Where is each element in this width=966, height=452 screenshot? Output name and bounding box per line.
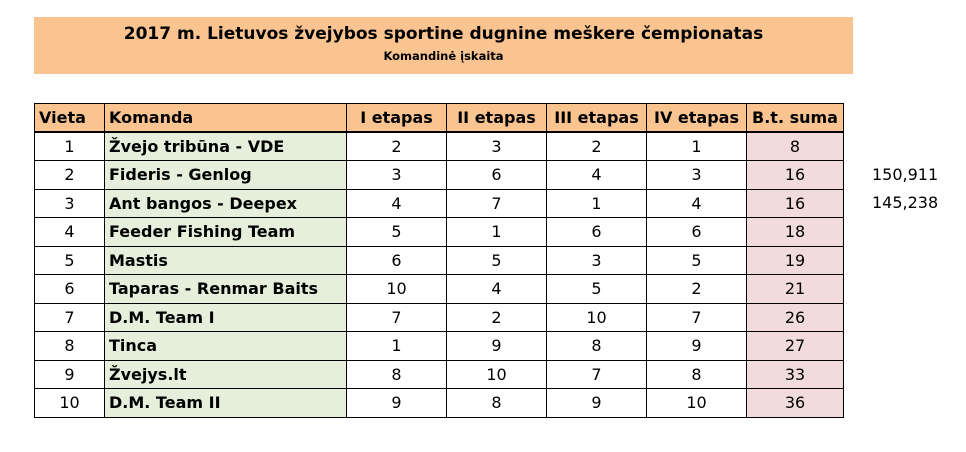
column-header-stage-4: IV etapas [646, 103, 747, 133]
results-table: Vieta Komanda I etapas II etapas III eta… [34, 103, 844, 418]
stage-4-cell: 8 [646, 359, 747, 389]
stage-4-cell: 5 [646, 245, 747, 275]
team-cell: D.M. Team II [104, 388, 347, 418]
page-subtitle: Komandinė įskaita [383, 49, 504, 63]
team-cell: Taparas - Renmar Baits [104, 274, 347, 304]
place-cell: 4 [34, 217, 105, 247]
stage-3-cell: 2 [546, 131, 647, 161]
stage-4-cell: 3 [646, 160, 747, 190]
table-row: 7 D.M. Team I 7 2 10 7 26 [34, 302, 844, 332]
team-cell: Ant bangos - Deepex [104, 188, 347, 218]
stage-2-cell: 6 [446, 160, 547, 190]
stage-4-cell: 10 [646, 388, 747, 418]
team-cell: Žvejo tribūna - VDE [104, 131, 347, 161]
team-cell: D.M. Team I [104, 302, 347, 332]
place-cell: 6 [34, 274, 105, 304]
sum-cell: 27 [746, 331, 844, 361]
stage-3-cell: 1 [546, 188, 647, 218]
stage-4-cell: 1 [646, 131, 747, 161]
sum-cell: 8 [746, 131, 844, 161]
sum-cell: 16 [746, 160, 844, 190]
sum-cell: 21 [746, 274, 844, 304]
column-header-stage-1: I etapas [346, 103, 447, 133]
sum-cell: 18 [746, 217, 844, 247]
place-cell: 9 [34, 359, 105, 389]
place-cell: 1 [34, 131, 105, 161]
page-title: 2017 m. Lietuvos žvejybos sportine dugni… [123, 24, 764, 44]
stage-1-cell: 3 [346, 160, 447, 190]
stage-2-cell: 9 [446, 331, 547, 361]
tiebreak-note-row-2: 150,911 [872, 165, 939, 184]
title-banner: 2017 m. Lietuvos žvejybos sportine dugni… [34, 17, 853, 74]
stage-3-cell: 5 [546, 274, 647, 304]
stage-3-cell: 4 [546, 160, 647, 190]
tiebreak-note-row-3: 145,238 [872, 193, 939, 212]
sum-cell: 16 [746, 188, 844, 218]
stage-3-cell: 9 [546, 388, 647, 418]
stage-1-cell: 7 [346, 302, 447, 332]
table-row: 1 Žvejo tribūna - VDE 2 3 2 1 8 [34, 131, 844, 161]
place-cell: 7 [34, 302, 105, 332]
sum-cell: 26 [746, 302, 844, 332]
stage-3-cell: 8 [546, 331, 647, 361]
place-cell: 2 [34, 160, 105, 190]
team-cell: Tinca [104, 331, 347, 361]
sum-cell: 19 [746, 245, 844, 275]
table-row: 9 Žvejys.lt 8 10 7 8 33 [34, 359, 844, 389]
team-cell: Mastis [104, 245, 347, 275]
stage-2-cell: 2 [446, 302, 547, 332]
place-cell: 5 [34, 245, 105, 275]
stage-4-cell: 2 [646, 274, 747, 304]
stage-2-cell: 5 [446, 245, 547, 275]
column-header-stage-2: II etapas [446, 103, 547, 133]
team-cell: Fideris - Genlog [104, 160, 347, 190]
stage-2-cell: 7 [446, 188, 547, 218]
stage-2-cell: 3 [446, 131, 547, 161]
column-header-stage-3: III etapas [546, 103, 647, 133]
team-cell: Žvejys.lt [104, 359, 347, 389]
sum-cell: 36 [746, 388, 844, 418]
stage-4-cell: 9 [646, 331, 747, 361]
stage-1-cell: 10 [346, 274, 447, 304]
stage-1-cell: 5 [346, 217, 447, 247]
stage-2-cell: 1 [446, 217, 547, 247]
team-cell: Feeder Fishing Team [104, 217, 347, 247]
place-cell: 10 [34, 388, 105, 418]
stage-1-cell: 8 [346, 359, 447, 389]
table-row: 5 Mastis 6 5 3 5 19 [34, 245, 844, 275]
stage-3-cell: 7 [546, 359, 647, 389]
stage-2-cell: 10 [446, 359, 547, 389]
stage-3-cell: 3 [546, 245, 647, 275]
column-header-sum: B.t. suma [746, 103, 844, 133]
stage-1-cell: 6 [346, 245, 447, 275]
column-header-komanda: Komanda [104, 103, 347, 133]
table-row: 6 Taparas - Renmar Baits 10 4 5 2 21 [34, 274, 844, 304]
stage-2-cell: 4 [446, 274, 547, 304]
stage-1-cell: 9 [346, 388, 447, 418]
place-cell: 3 [34, 188, 105, 218]
table-row: 8 Tinca 1 9 8 9 27 [34, 331, 844, 361]
table-header-row: Vieta Komanda I etapas II etapas III eta… [34, 103, 844, 133]
table-row: 3 Ant bangos - Deepex 4 7 1 4 16 [34, 188, 844, 218]
stage-4-cell: 6 [646, 217, 747, 247]
stage-3-cell: 10 [546, 302, 647, 332]
stage-1-cell: 2 [346, 131, 447, 161]
stage-1-cell: 4 [346, 188, 447, 218]
stage-4-cell: 7 [646, 302, 747, 332]
place-cell: 8 [34, 331, 105, 361]
stage-2-cell: 8 [446, 388, 547, 418]
table-row: 10 D.M. Team II 9 8 9 10 36 [34, 388, 844, 418]
sum-cell: 33 [746, 359, 844, 389]
table-row: 2 Fideris - Genlog 3 6 4 3 16 [34, 160, 844, 190]
stage-3-cell: 6 [546, 217, 647, 247]
stage-1-cell: 1 [346, 331, 447, 361]
stage-4-cell: 4 [646, 188, 747, 218]
column-header-vieta: Vieta [34, 103, 105, 133]
table-row: 4 Feeder Fishing Team 5 1 6 6 18 [34, 217, 844, 247]
